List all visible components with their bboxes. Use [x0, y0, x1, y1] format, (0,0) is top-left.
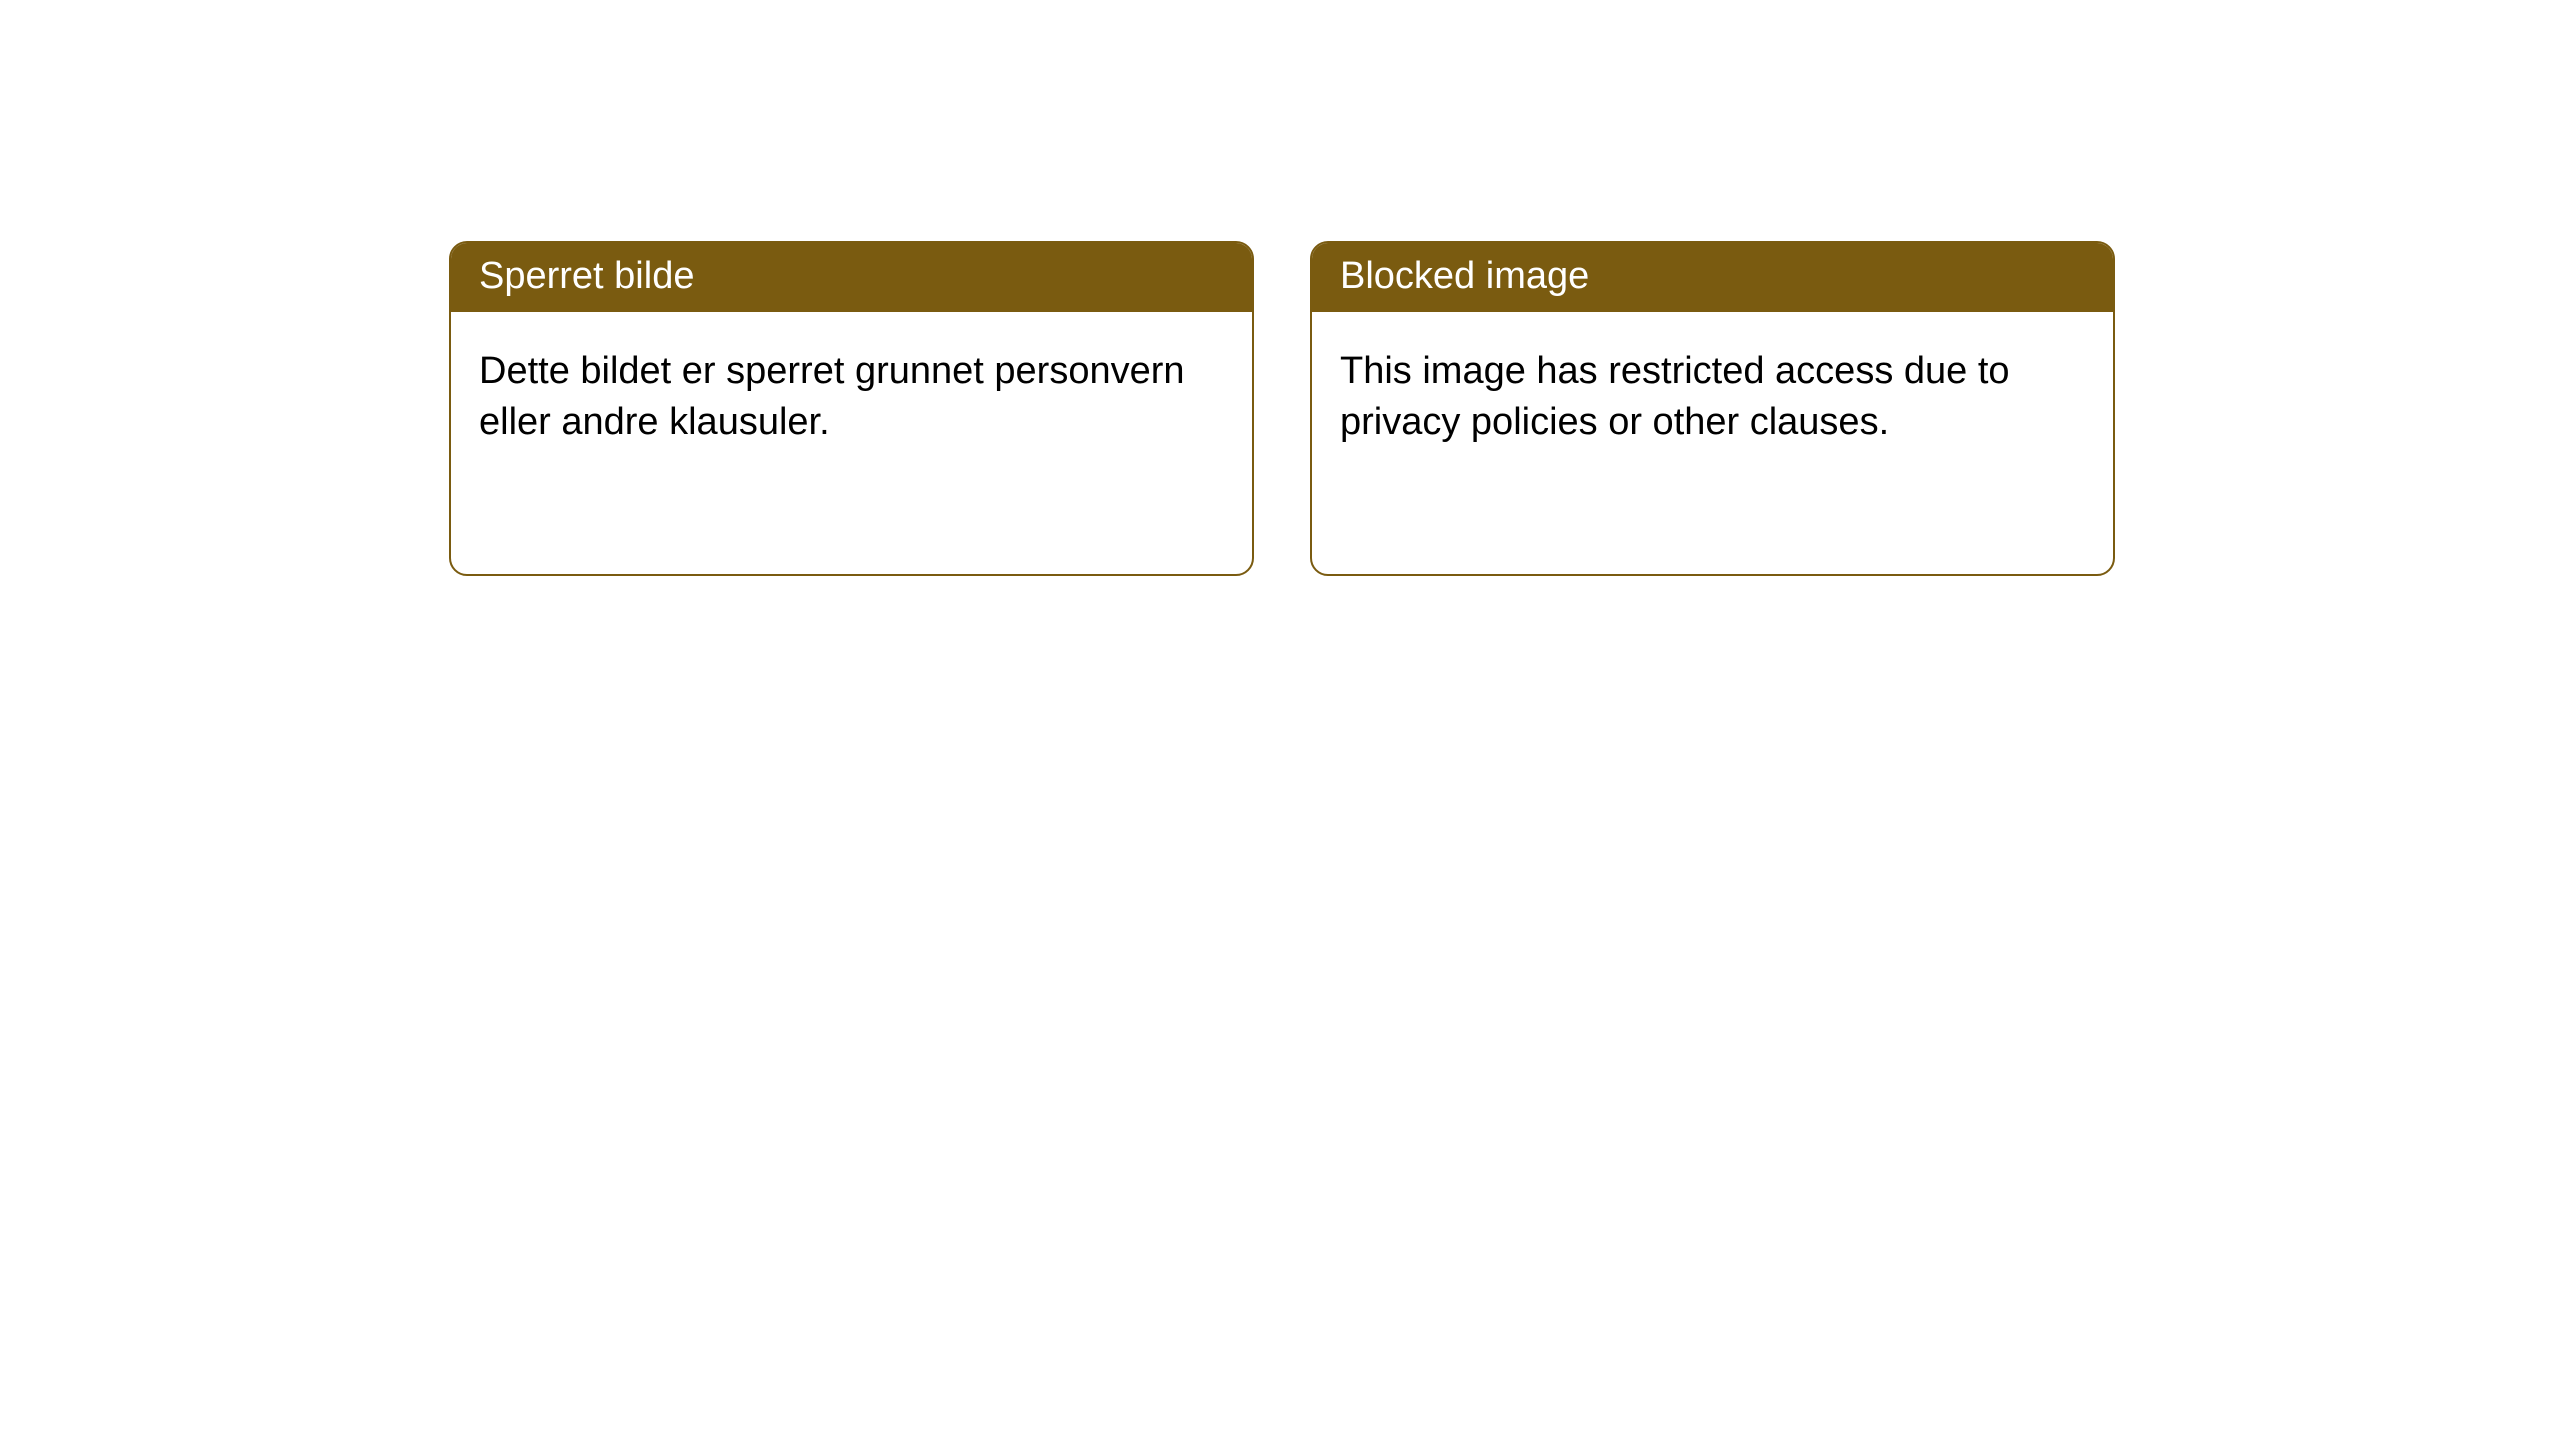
notice-body: This image has restricted access due to … [1312, 312, 2113, 483]
notice-card-english: Blocked image This image has restricted … [1310, 241, 2115, 576]
notice-container: Sperret bilde Dette bildet er sperret gr… [0, 0, 2560, 576]
notice-body: Dette bildet er sperret grunnet personve… [451, 312, 1252, 483]
notice-header: Blocked image [1312, 243, 2113, 312]
notice-header: Sperret bilde [451, 243, 1252, 312]
notice-card-norwegian: Sperret bilde Dette bildet er sperret gr… [449, 241, 1254, 576]
